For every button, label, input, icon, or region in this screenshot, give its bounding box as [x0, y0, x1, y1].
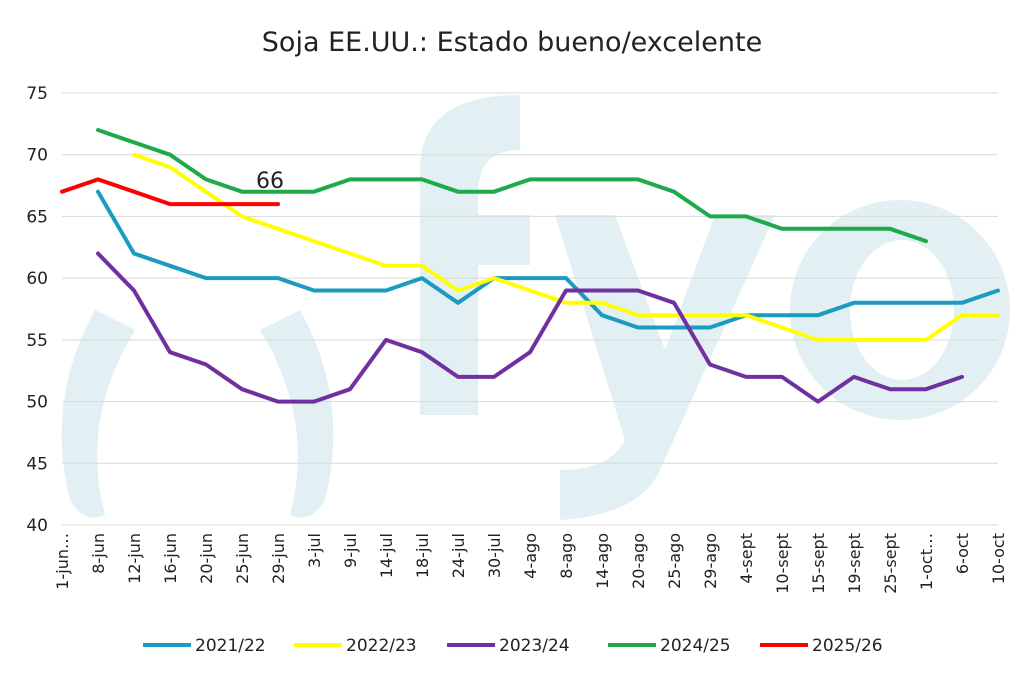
- grid-lines: [62, 92, 998, 526]
- y-tick-label: 55: [26, 331, 48, 351]
- x-tick-label: 20-ago: [629, 533, 648, 589]
- x-tick-label: 8-jun: [89, 533, 108, 574]
- x-tick-label: 29-jun: [269, 533, 288, 584]
- watermark-logo: [61, 95, 1010, 520]
- x-tick-label: 16-jun: [161, 533, 180, 584]
- x-tick-label: 18-jul: [413, 533, 432, 578]
- x-tick-label: 9-jul: [341, 533, 360, 568]
- x-tick-label: 15-sept: [809, 533, 828, 594]
- x-tick-label: 4-sept: [737, 533, 756, 584]
- x-tick-label: 4-ago: [521, 533, 540, 579]
- x-tick-label: 30-jul: [485, 533, 504, 578]
- x-tick-label: 19-sept: [845, 533, 864, 594]
- series-line-2022-23: [132, 152, 1000, 342]
- x-tick-label: 20-jun: [197, 533, 216, 584]
- x-tick-label: 3-jul: [305, 533, 324, 568]
- x-tick-label: 14-jul: [377, 533, 396, 578]
- legend-label: 2023/24: [499, 636, 570, 656]
- legend-label: 2021/22: [195, 636, 266, 656]
- legend: 2021/22 2022/23 2023/24 2024/25 2025/26: [143, 636, 883, 656]
- x-tick-label: 1-jun…: [53, 533, 72, 590]
- y-tick-label: 60: [26, 269, 48, 289]
- x-tick-label: 6-oct: [953, 533, 972, 574]
- x-tick-label: 12-jun: [125, 533, 144, 584]
- x-tick-label: 1-oct…: [917, 533, 936, 590]
- legend-label: 2024/25: [660, 636, 731, 656]
- y-tick-label: 40: [26, 516, 48, 536]
- legend-label: 2025/26: [812, 636, 883, 656]
- data-label-annotation: 66: [256, 169, 284, 194]
- x-tick-label: 25-jun: [233, 533, 252, 584]
- x-tick-label: 25-sept: [881, 533, 900, 594]
- y-tick-label: 70: [26, 146, 48, 166]
- series-line-2023-24: [96, 251, 964, 404]
- y-tick-label: 75: [26, 84, 48, 104]
- series-line-2021-22: [96, 189, 1000, 330]
- x-axis: 1-jun… 8-jun 12-jun 16-jun 20-jun 25-jun 29-ju…: [53, 533, 1008, 594]
- y-tick-label: 50: [26, 393, 48, 413]
- legend-label: 2022/23: [346, 636, 417, 656]
- y-tick-label: 45: [26, 454, 48, 474]
- series-lines: [60, 128, 1000, 404]
- x-tick-label: 25-ago: [665, 533, 684, 589]
- x-tick-label: 10-oct: [989, 533, 1008, 584]
- x-tick-label: 29-ago: [701, 533, 720, 589]
- x-tick-label: 10-sept: [773, 533, 792, 594]
- x-tick-label: 8-ago: [557, 533, 576, 579]
- y-tick-label: 65: [26, 207, 48, 227]
- chart-title: Soja EE.UU.: Estado bueno/excelente: [262, 27, 762, 58]
- x-tick-label: 24-jul: [449, 533, 468, 578]
- series-line-2025-26: [60, 177, 280, 207]
- y-axis: 40 45 50 55 60 65 70 75: [26, 84, 48, 536]
- annotations: 66: [256, 169, 284, 194]
- series-line-2024-25: [96, 128, 928, 244]
- x-tick-label: 14-ago: [593, 533, 612, 589]
